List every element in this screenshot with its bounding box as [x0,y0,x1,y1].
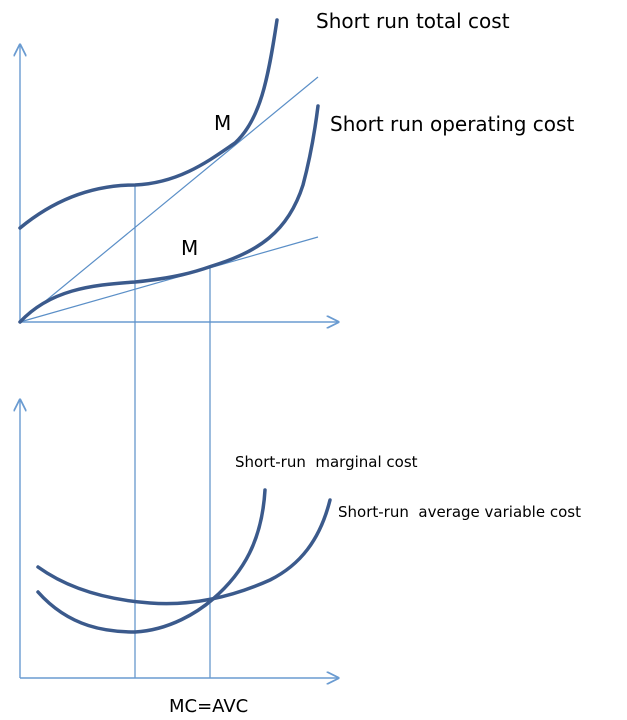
curve-label: Short run operating cost [330,112,574,136]
curve-label: Short run total cost [316,9,510,33]
point-label: M [214,111,231,135]
curve-label: Short-run marginal cost [235,453,418,471]
tangent-line [19,76,319,323]
point-label: M [181,236,198,260]
curve-label: Short-run average variable cost [338,503,581,521]
average-variable-cost-curve [36,498,332,606]
footer-label: MC=AVC [169,696,248,717]
marginal-cost-curve [36,488,267,634]
total-cost-curve [18,18,279,230]
tangent-line [19,236,319,323]
operating-cost-curve [18,104,320,324]
